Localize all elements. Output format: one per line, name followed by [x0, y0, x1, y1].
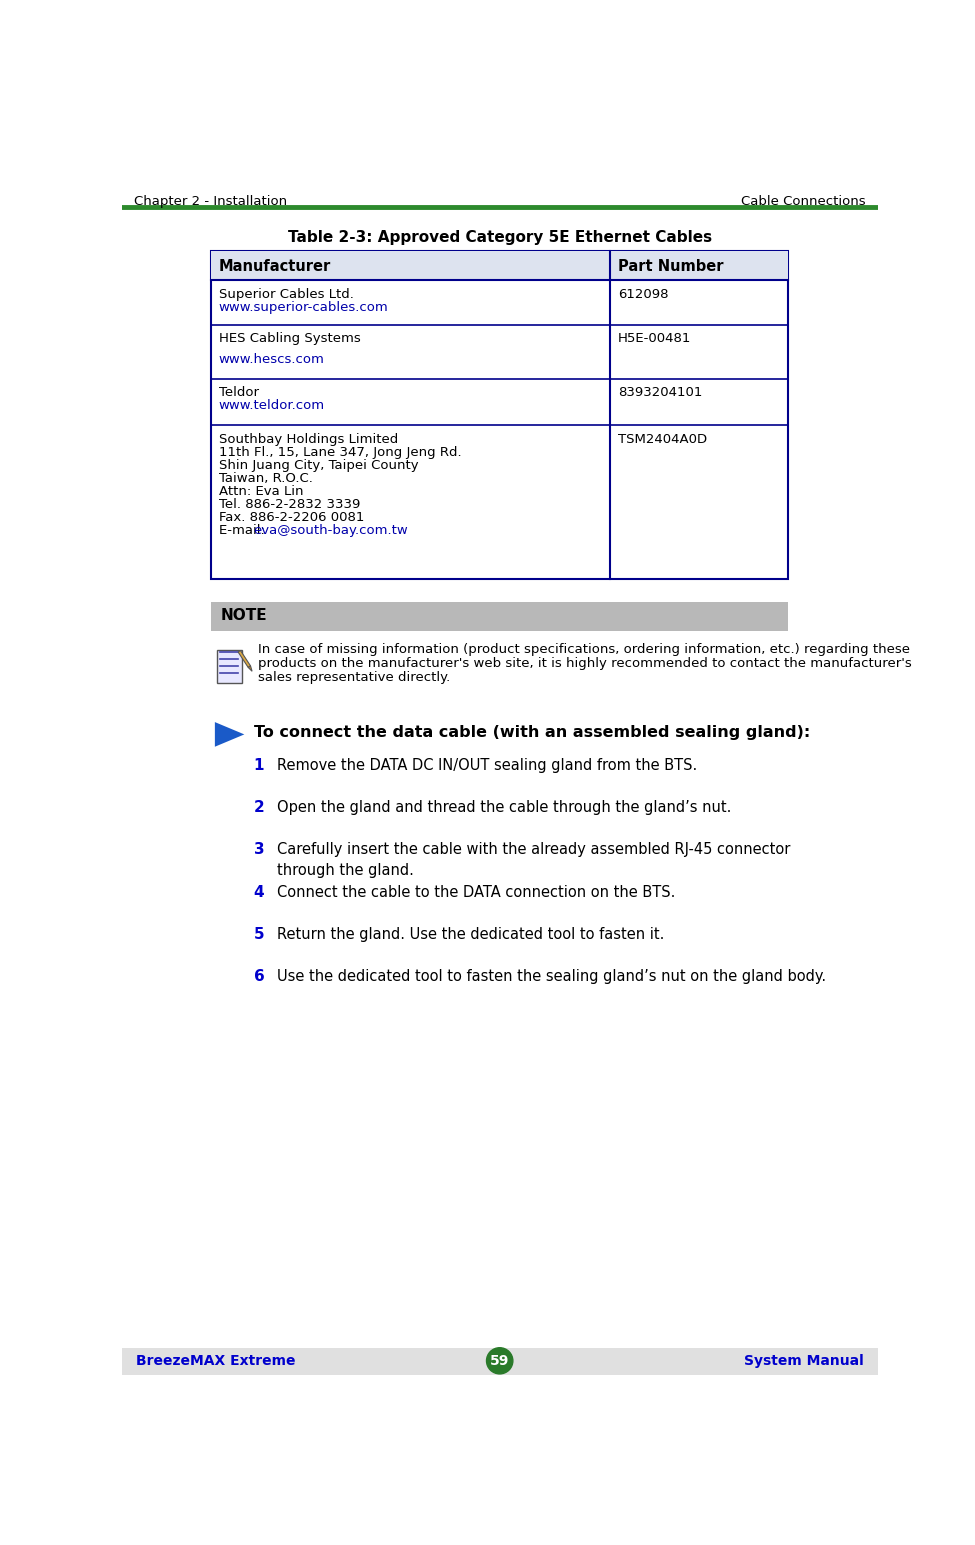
Text: Superior Cables Ltd.: Superior Cables Ltd.	[218, 287, 354, 301]
Text: Connect the cable to the DATA connection on the BTS.: Connect the cable to the DATA connection…	[277, 885, 676, 899]
Text: 8393204101: 8393204101	[618, 386, 702, 399]
Polygon shape	[238, 650, 251, 667]
Circle shape	[487, 1347, 513, 1374]
Text: To connect the data cable (with an assembled sealing gland):: To connect the data cable (with an assem…	[254, 725, 810, 740]
Polygon shape	[214, 722, 245, 746]
Text: TSM2404A0D: TSM2404A0D	[618, 433, 707, 445]
Bar	[211, 250, 789, 579]
Text: 5: 5	[254, 927, 264, 942]
Text: H5E-00481: H5E-00481	[618, 332, 691, 346]
Text: 2: 2	[254, 800, 264, 814]
Text: E-mail:: E-mail:	[218, 524, 269, 538]
Text: Tel. 886-2-2832 3339: Tel. 886-2-2832 3339	[218, 497, 360, 511]
Text: 1: 1	[254, 757, 264, 772]
Text: In case of missing information (product specifications, ordering information, et: In case of missing information (product …	[257, 643, 910, 655]
Text: www.superior-cables.com: www.superior-cables.com	[218, 301, 388, 314]
Bar	[211, 603, 789, 632]
Text: Carefully insert the cable with the already assembled RJ-45 connector
through th: Carefully insert the cable with the alre…	[277, 842, 791, 878]
Text: 59: 59	[490, 1353, 509, 1367]
Text: Open the gland and thread the cable through the gland’s nut.: Open the gland and thread the cable thro…	[277, 800, 731, 814]
Bar	[122, 1349, 878, 1375]
Text: Shin Juang City, Taipei County: Shin Juang City, Taipei County	[218, 459, 418, 471]
Text: sales representative directly.: sales representative directly.	[257, 671, 449, 683]
Text: Use the dedicated tool to fasten the sealing gland’s nut on the gland body.: Use the dedicated tool to fasten the sea…	[277, 969, 826, 984]
Text: BreezeMAX Extreme: BreezeMAX Extreme	[136, 1353, 295, 1367]
Text: Manufacturer: Manufacturer	[218, 258, 331, 273]
Bar	[211, 250, 789, 280]
Polygon shape	[249, 666, 253, 671]
Text: 4: 4	[254, 885, 264, 899]
Text: www.hescs.com: www.hescs.com	[218, 354, 325, 366]
Text: Remove the DATA DC IN/OUT sealing gland from the BTS.: Remove the DATA DC IN/OUT sealing gland …	[277, 757, 697, 772]
Bar	[217, 650, 242, 683]
Text: NOTE: NOTE	[220, 609, 267, 623]
Text: Fax. 886-2-2206 0081: Fax. 886-2-2206 0081	[218, 511, 364, 524]
Text: 11th Fl., 15, Lane 347, Jong Jeng Rd.: 11th Fl., 15, Lane 347, Jong Jeng Rd.	[218, 445, 461, 459]
Text: 3: 3	[254, 842, 264, 857]
Text: HES Cabling Systems: HES Cabling Systems	[218, 332, 361, 346]
Text: Cable Connections: Cable Connections	[741, 195, 866, 207]
Text: Teldor: Teldor	[218, 386, 258, 399]
Text: Attn: Eva Lin: Attn: Eva Lin	[218, 485, 303, 497]
Text: Southbay Holdings Limited: Southbay Holdings Limited	[218, 433, 398, 445]
Text: Return the gland. Use the dedicated tool to fasten it.: Return the gland. Use the dedicated tool…	[277, 927, 664, 942]
Text: Part Number: Part Number	[618, 258, 723, 273]
Text: eva@south-bay.com.tw: eva@south-bay.com.tw	[254, 524, 409, 538]
Text: Taiwan, R.O.C.: Taiwan, R.O.C.	[218, 471, 313, 485]
Text: 6: 6	[254, 969, 264, 984]
Text: www.teldor.com: www.teldor.com	[218, 400, 325, 413]
Text: products on the manufacturer's web site, it is highly recommended to contact the: products on the manufacturer's web site,…	[257, 657, 912, 669]
Text: Table 2-3: Approved Category 5E Ethernet Cables: Table 2-3: Approved Category 5E Ethernet…	[288, 230, 712, 246]
Text: Chapter 2 - Installation: Chapter 2 - Installation	[134, 195, 287, 207]
Text: System Manual: System Manual	[744, 1353, 864, 1367]
Text: 612098: 612098	[618, 287, 669, 301]
